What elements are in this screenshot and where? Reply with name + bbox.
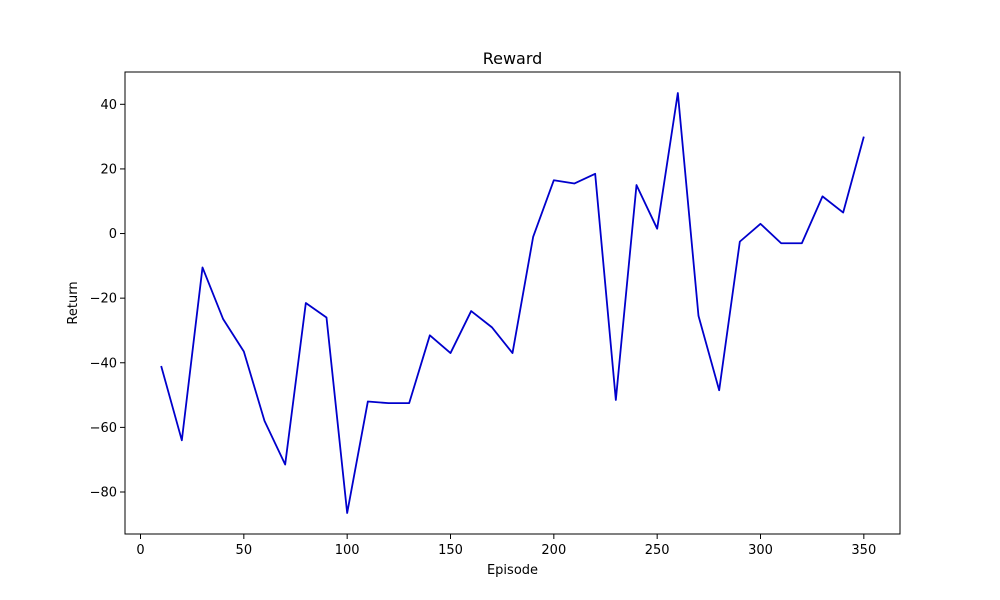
x-tick-label: 0 [136, 543, 144, 558]
y-axis-ticks: −80 −60 −40 −20 0 20 40 [90, 98, 125, 501]
x-tick-label: 350 [851, 543, 876, 558]
y-tick-label: 0 [109, 227, 117, 242]
y-tick-label: 40 [100, 98, 117, 113]
x-tick-label: 250 [645, 543, 670, 558]
x-tick-label: 50 [236, 543, 253, 558]
x-tick-label: 300 [748, 543, 773, 558]
return-series-line [160, 92, 865, 514]
x-axis-label: Episode [487, 563, 538, 578]
y-tick-label: −40 [90, 356, 117, 371]
y-tick-label: −20 [90, 292, 117, 307]
x-axis-ticks: 0 50 100 150 200 250 300 350 [136, 534, 876, 558]
x-tick-label: 150 [438, 543, 463, 558]
x-tick-label: 100 [335, 543, 360, 558]
y-axis-label: Return [66, 281, 81, 324]
y-tick-label: 20 [100, 162, 117, 177]
x-tick-label: 200 [541, 543, 566, 558]
y-tick-label: −80 [90, 486, 117, 501]
y-tick-label: −60 [90, 421, 117, 436]
plot-area-frame [124, 71, 901, 535]
chart-title: Reward [483, 49, 543, 68]
